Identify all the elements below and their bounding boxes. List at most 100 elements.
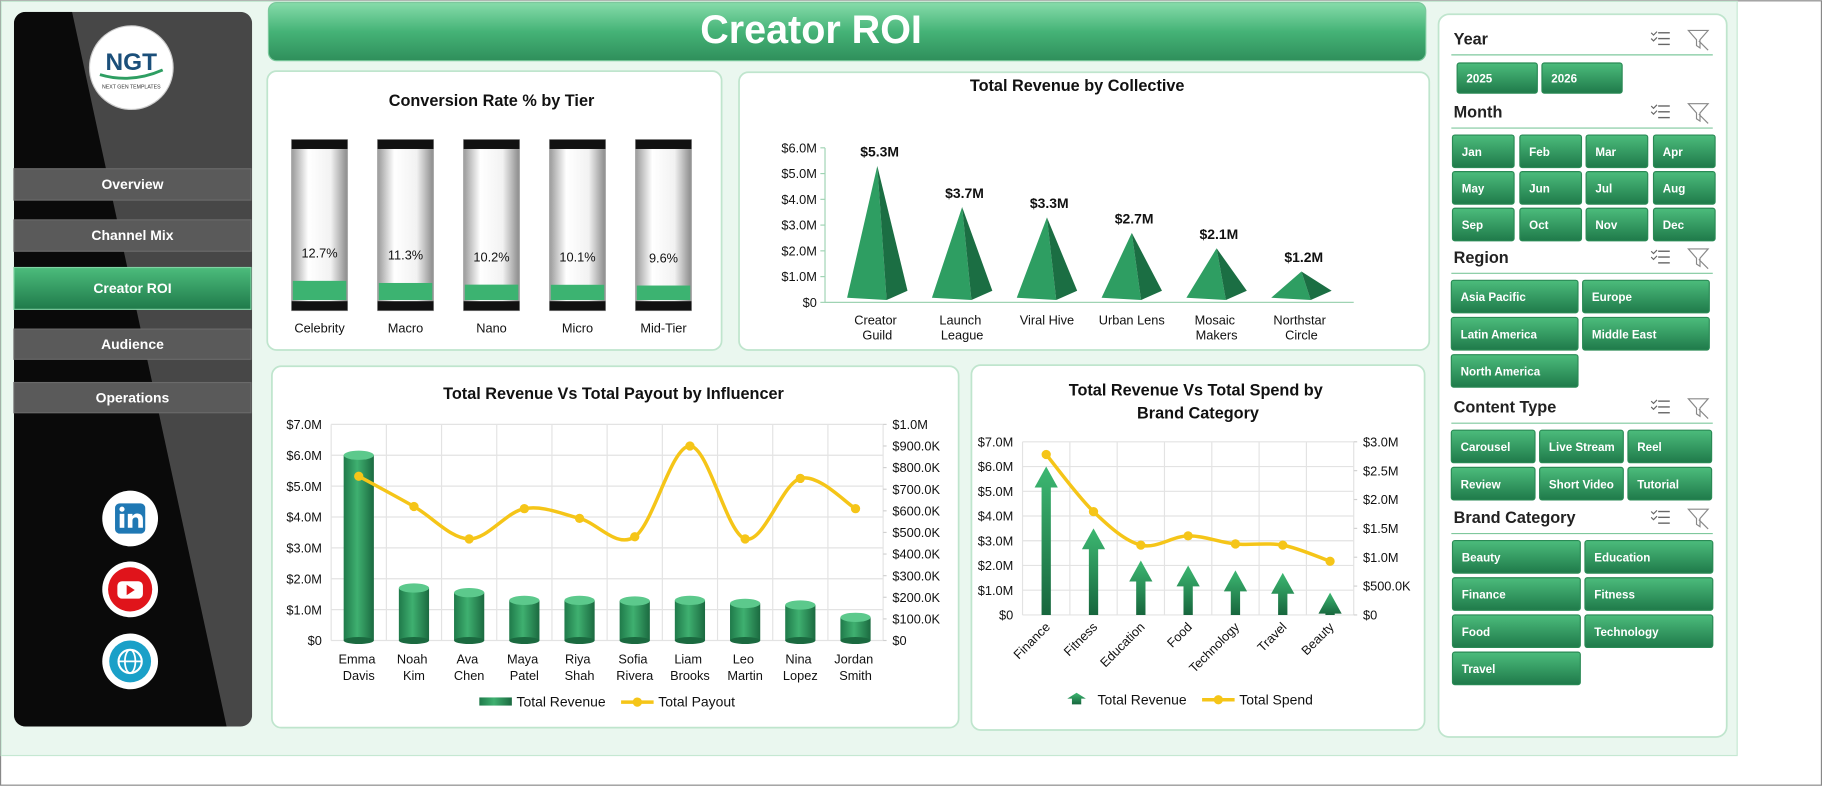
- slicer-item[interactable]: Oct: [1529, 219, 1548, 232]
- slicer-item[interactable]: Travel: [1462, 663, 1496, 676]
- slicer-button[interactable]: [1519, 134, 1583, 169]
- slicer-item[interactable]: Tutorial: [1637, 478, 1679, 491]
- nav-button[interactable]: [13, 381, 252, 414]
- slicer-item[interactable]: Jul: [1595, 183, 1612, 196]
- nav-label[interactable]: Channel Mix: [91, 227, 173, 243]
- slicer-item[interactable]: Aug: [1663, 183, 1686, 196]
- slicer-button[interactable]: [1451, 171, 1515, 205]
- slicer-button[interactable]: [1585, 171, 1649, 205]
- slicer-button[interactable]: [1541, 62, 1623, 94]
- slicer-item[interactable]: Reel: [1637, 441, 1662, 454]
- slicer-item[interactable]: Jun: [1529, 183, 1550, 196]
- clear-filter-icon[interactable]: [1687, 508, 1710, 530]
- slicer-button[interactable]: [1584, 577, 1714, 611]
- cylinder-bar: [398, 583, 430, 644]
- pyramid-side: [1216, 248, 1247, 301]
- slicer-button[interactable]: [1627, 429, 1713, 464]
- slicer-item[interactable]: 2026: [1551, 73, 1577, 86]
- slicer-item[interactable]: Latin America: [1461, 328, 1538, 341]
- text-line: Rivera: [616, 668, 654, 683]
- slicer-item[interactable]: May: [1462, 183, 1485, 196]
- slicer-button[interactable]: [1584, 614, 1714, 649]
- nav-label[interactable]: Audience: [101, 336, 164, 352]
- logo-title: NGT: [106, 49, 158, 76]
- slicer-button[interactable]: [1519, 207, 1583, 242]
- slicer-button[interactable]: [1582, 316, 1710, 351]
- arrow-bar: [1318, 592, 1342, 615]
- text-line: Emma: [339, 652, 379, 667]
- slicer-button[interactable]: [1451, 134, 1515, 169]
- slicer-button[interactable]: [1451, 577, 1581, 611]
- slicer-item[interactable]: Asia Pacific: [1461, 291, 1527, 304]
- slicer-item[interactable]: Short Video: [1549, 478, 1614, 491]
- slicer-button[interactable]: [1450, 429, 1536, 464]
- slicer-title: Content Type: [1454, 399, 1557, 417]
- slicer-button[interactable]: [1582, 279, 1710, 314]
- slicer-button[interactable]: [1584, 539, 1714, 574]
- nav-button[interactable]: [13, 266, 252, 310]
- line-marker: [1325, 556, 1335, 566]
- clear-filter-icon[interactable]: [1687, 103, 1710, 124]
- multiselect-icon[interactable]: [1650, 104, 1658, 115]
- nav-button[interactable]: [13, 219, 252, 252]
- slicer-item[interactable]: Apr: [1663, 146, 1683, 159]
- slicer-item[interactable]: Carousel: [1461, 441, 1511, 454]
- slicer-item[interactable]: Middle East: [1592, 328, 1657, 341]
- multiselect-icon[interactable]: [1650, 249, 1658, 261]
- slicer-item[interactable]: Dec: [1663, 219, 1685, 232]
- slicer-item[interactable]: Europe: [1592, 291, 1633, 304]
- slicer-button[interactable]: [1585, 134, 1649, 169]
- clear-filter-icon[interactable]: [1687, 29, 1710, 51]
- clear-filter-icon[interactable]: [1687, 248, 1710, 270]
- slicer-button[interactable]: [1627, 466, 1713, 501]
- slicer-item[interactable]: Mar: [1595, 146, 1616, 159]
- nav-button[interactable]: [13, 328, 252, 360]
- nav-label[interactable]: Creator ROI: [93, 280, 171, 296]
- slicer-item[interactable]: Sep: [1462, 219, 1483, 232]
- nav-label[interactable]: Operations: [96, 389, 170, 405]
- slicer-button[interactable]: [1451, 614, 1581, 649]
- slicer-item[interactable]: Education: [1594, 551, 1650, 564]
- slicer-item[interactable]: Food: [1462, 626, 1490, 639]
- slicer-button[interactable]: [1585, 207, 1649, 242]
- cylinder-bar: [840, 612, 871, 644]
- nav-label[interactable]: Overview: [101, 176, 163, 192]
- slicer-button[interactable]: [1539, 429, 1624, 464]
- slicer-button[interactable]: [1451, 207, 1515, 242]
- logo-subtitle: NEXT GEN TEMPLATES: [102, 85, 161, 91]
- slicer-button[interactable]: [1451, 651, 1581, 686]
- slicer-button[interactable]: [1652, 207, 1716, 242]
- slicer-button[interactable]: [1456, 62, 1538, 94]
- line-marker: [795, 473, 805, 484]
- slicer-item[interactable]: Technology: [1594, 626, 1659, 639]
- slicer-button[interactable]: [1450, 316, 1579, 351]
- slicer-item[interactable]: Jan: [1462, 146, 1482, 159]
- slicer-item[interactable]: Review: [1461, 478, 1502, 491]
- slicer-button[interactable]: [1652, 134, 1716, 169]
- slicer-item[interactable]: Finance: [1462, 589, 1506, 602]
- multiselect-icon[interactable]: [1650, 399, 1658, 411]
- slicer-item[interactable]: Feb: [1529, 146, 1550, 159]
- slicer-button[interactable]: [1519, 171, 1583, 205]
- x-tick-label: Leo Martin: [727, 652, 762, 683]
- chart-title: Total Revenue by Collective: [970, 77, 1185, 95]
- clear-filter-icon[interactable]: [1687, 398, 1710, 419]
- slicer-button[interactable]: [1539, 466, 1624, 501]
- multiselect-icon[interactable]: [1650, 509, 1658, 521]
- slicer-item[interactable]: Nov: [1595, 219, 1617, 232]
- slicer-button[interactable]: [1652, 171, 1716, 205]
- nav-button[interactable]: [13, 168, 252, 201]
- slicer-item[interactable]: 2025: [1466, 73, 1492, 86]
- slicer-item[interactable]: Fitness: [1594, 589, 1635, 602]
- slicer-item[interactable]: Beauty: [1462, 551, 1501, 564]
- slicer-item[interactable]: North America: [1461, 366, 1541, 379]
- data-label: 10.2%: [473, 249, 509, 264]
- y-tick-label: $2.0M: [978, 558, 1013, 573]
- slicer-button[interactable]: [1451, 539, 1581, 574]
- slicer-button[interactable]: [1450, 466, 1536, 501]
- slicer-item[interactable]: Live Stream: [1549, 441, 1615, 454]
- slicer-button[interactable]: [1450, 279, 1579, 314]
- slicer-button[interactable]: [1450, 354, 1579, 388]
- data-label: 11.3%: [388, 248, 423, 263]
- multiselect-icon[interactable]: [1650, 31, 1658, 42]
